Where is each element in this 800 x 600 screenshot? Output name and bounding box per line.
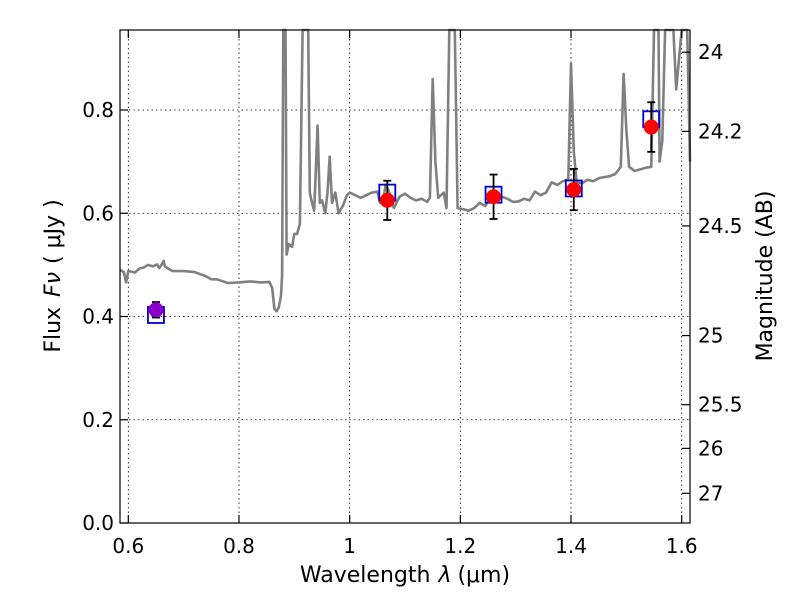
- y2-tick-label: 24.5: [698, 214, 743, 238]
- x-tick-label: 0.6: [112, 534, 144, 558]
- model-spectrum-line: [119, 28, 692, 313]
- spectrum-layer: [119, 28, 692, 313]
- y-tick-label: 0.8: [82, 98, 114, 122]
- x-tick-label: 1: [343, 534, 356, 558]
- observed-photometry-point: [566, 182, 582, 198]
- y-tick-label: 0.2: [82, 408, 114, 432]
- x-axis-label: Wavelength λ (μm): [300, 563, 510, 588]
- plot-frame: [119, 29, 691, 524]
- observed-photometry-point: [148, 302, 164, 318]
- axis-ticks: 0.6 0.8 1 1.2 1.4 1.6 0.0 0.2 0.4 0.6 0.8 24 24.2 24.…: [82, 30, 743, 558]
- x-tick-label: 1.2: [444, 534, 476, 558]
- x-axis-label-text: Wavelength: [300, 563, 431, 588]
- observed-photometry-point: [486, 189, 502, 205]
- x-tick-label: 1.6: [666, 534, 698, 558]
- x-axis-label-symbol: λ: [437, 563, 451, 588]
- y2-axis-label: Magnitude (AB): [753, 191, 778, 362]
- x-tick-label: 0.8: [223, 534, 255, 558]
- y-tick-label: 0.0: [82, 511, 114, 535]
- y-tick-label: 0.6: [82, 201, 114, 225]
- observed-photometry-layer: [148, 101, 659, 319]
- y2-tick-label: 26: [698, 436, 723, 460]
- y-axis-label-symbol: Fν: [41, 272, 66, 297]
- x-tick-label: 1.4: [555, 534, 587, 558]
- y2-tick-label: 27: [698, 481, 723, 505]
- y-axis-label-unit: ( μJy ): [41, 199, 66, 264]
- x-axis-label-unit: (μm): [457, 563, 510, 588]
- y-axis-label-text: Flux: [41, 307, 66, 353]
- y2-tick-label: 25: [698, 324, 723, 348]
- observed-photometry-point: [379, 192, 395, 208]
- model-photometry-layer: [147, 110, 661, 324]
- y-tick-label: 0.4: [82, 305, 114, 329]
- observed-photometry-point: [643, 119, 659, 135]
- y2-tick-label: 24: [698, 40, 723, 64]
- y2-tick-label: 24.2: [698, 119, 743, 143]
- grid-lines: [120, 30, 690, 523]
- y-axis-label: Flux Fν ( μJy ): [41, 199, 66, 352]
- y2-tick-label: 25.5: [698, 393, 743, 417]
